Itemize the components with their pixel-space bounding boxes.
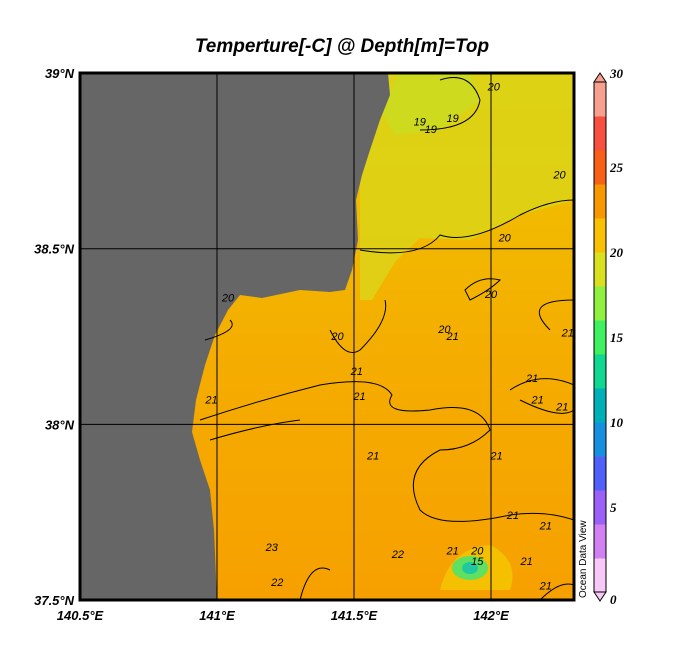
contour-label: 19 bbox=[425, 124, 437, 136]
colorbar-min-arrow bbox=[593, 591, 607, 602]
contour-label: 20 bbox=[221, 292, 235, 304]
lon-tick-label: 142°E bbox=[473, 608, 509, 623]
lon-tick-label: 141°E bbox=[199, 608, 235, 623]
contour-label: 19 bbox=[447, 113, 459, 125]
colorbar-swatch bbox=[594, 524, 606, 559]
contour-label: 21 bbox=[561, 328, 574, 340]
colorbar-tick-label: 20 bbox=[609, 245, 624, 260]
contour-label: 22 bbox=[270, 577, 283, 589]
colorbar-swatch bbox=[594, 218, 606, 253]
latitude-ticks: 39°N 38.5°N 38°N 37.5°N bbox=[34, 66, 75, 608]
colorbar-swatch bbox=[594, 388, 606, 423]
cool-water-north bbox=[380, 73, 480, 135]
contour-label: 21 bbox=[539, 580, 552, 592]
colorbar-tick-label: 10 bbox=[610, 415, 624, 430]
colorbar-tick-label: 30 bbox=[609, 66, 624, 81]
contour-label: 21 bbox=[539, 521, 552, 533]
ocean-data-view-watermark: Ocean Data View bbox=[578, 520, 589, 598]
contour-label: 21 bbox=[446, 331, 459, 343]
colorbar-swatch bbox=[594, 184, 606, 219]
colorbar-swatch bbox=[594, 354, 606, 389]
map-title: Temperture[-C] @ Depth[m]=Top bbox=[194, 36, 490, 57]
lat-tick-label: 38°N bbox=[45, 417, 75, 432]
contour-label: 21 bbox=[204, 394, 217, 406]
contour-label: 21 bbox=[350, 366, 363, 378]
contour-label: 21 bbox=[352, 391, 365, 403]
contour-label: 15 bbox=[471, 556, 484, 568]
contour-label: 21 bbox=[366, 450, 379, 462]
lon-tick-label: 141.5°E bbox=[331, 608, 378, 623]
cold-eddy-core bbox=[462, 562, 478, 574]
colorbar-max-arrow bbox=[593, 72, 607, 83]
colorbar-frame bbox=[593, 81, 607, 593]
longitude-ticks: 140.5°E 141°E 141.5°E 142°E bbox=[57, 608, 509, 623]
contour-label: 21 bbox=[506, 510, 519, 522]
colorbar: 0 5 10 15 20 25 30 bbox=[593, 66, 624, 607]
colorbar-swatch bbox=[594, 456, 606, 491]
contour-label: 21 bbox=[525, 373, 538, 385]
colorbar-swatch bbox=[594, 286, 606, 321]
land bbox=[80, 73, 390, 600]
contour-label: 20 bbox=[487, 82, 501, 94]
colorbar-tick-label: 0 bbox=[610, 592, 617, 607]
map-frame bbox=[78, 71, 576, 602]
contour-lines bbox=[199, 77, 575, 601]
lat-tick-label: 39°N bbox=[45, 66, 75, 81]
colorbar-swatch bbox=[594, 422, 606, 457]
colorbar-swatch bbox=[594, 82, 606, 117]
contour-label: 19 bbox=[414, 117, 426, 129]
contour-label: 20 bbox=[330, 331, 344, 343]
colorbar-swatch bbox=[594, 116, 606, 151]
contour-label: 21 bbox=[519, 556, 532, 568]
grid-lines bbox=[80, 73, 574, 600]
contour-label: 22 bbox=[391, 549, 404, 561]
colorbar-swatch bbox=[594, 490, 606, 525]
contour-label: 20 bbox=[437, 324, 451, 336]
contour-label: 20 bbox=[552, 169, 566, 181]
contour-label: 21 bbox=[489, 450, 502, 462]
contour-label: 21 bbox=[555, 401, 568, 413]
colorbar-swatch bbox=[594, 252, 606, 287]
colorbar-swatch bbox=[594, 558, 606, 593]
contour-label: 21 bbox=[446, 545, 459, 557]
colorbar-tick-label: 15 bbox=[610, 330, 624, 345]
contour-label: 23 bbox=[265, 542, 279, 554]
lon-tick-label: 140.5°E bbox=[57, 608, 104, 623]
colorbar-tick-label: 5 bbox=[610, 500, 617, 515]
colorbar-swatch bbox=[594, 150, 606, 185]
colorbar-swatch bbox=[594, 320, 606, 355]
lat-tick-label: 38.5°N bbox=[34, 242, 75, 257]
lat-tick-label: 37.5°N bbox=[34, 593, 75, 608]
colorbar-tick-label: 25 bbox=[609, 160, 624, 175]
contour-label: 21 bbox=[530, 394, 543, 406]
contour-label: 20 bbox=[470, 545, 484, 557]
contour-label: 20 bbox=[498, 233, 512, 245]
contour-label: 20 bbox=[484, 289, 498, 301]
